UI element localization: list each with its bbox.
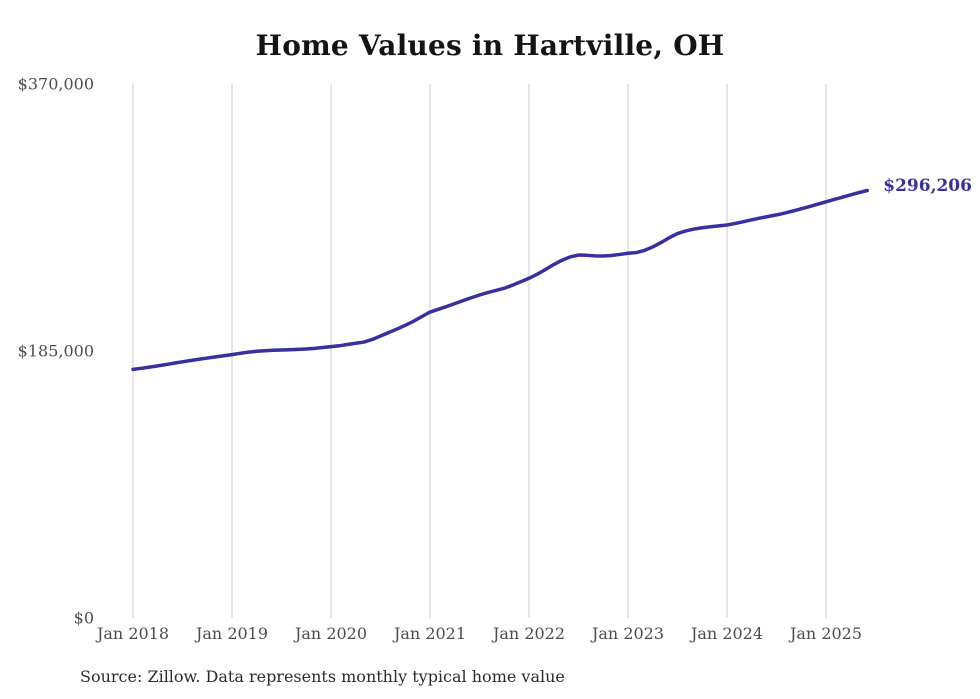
x-tick-label: Jan 2020 <box>294 624 368 643</box>
x-tick-label: Jan 2019 <box>195 624 269 643</box>
chart-title: Home Values in Hartville, OH <box>255 29 725 62</box>
x-tick-label: Jan 2022 <box>492 624 566 643</box>
latest-value-label: $296,206 <box>883 175 972 196</box>
home-value-line <box>131 188 869 372</box>
x-tick-label: Jan 2018 <box>96 624 170 643</box>
year-gridlines <box>132 84 827 618</box>
source-note: Source: Zillow. Data represents monthly … <box>80 667 565 686</box>
y-tick-label: $0 <box>73 608 94 628</box>
x-tick-label: Jan 2025 <box>789 624 863 643</box>
x-tick-label: Jan 2024 <box>690 624 764 643</box>
x-tick-label: Jan 2023 <box>591 624 665 643</box>
x-tick-label: Jan 2021 <box>393 624 467 643</box>
y-tick-label: $370,000 <box>17 74 94 94</box>
y-tick-label: $185,000 <box>17 341 94 361</box>
